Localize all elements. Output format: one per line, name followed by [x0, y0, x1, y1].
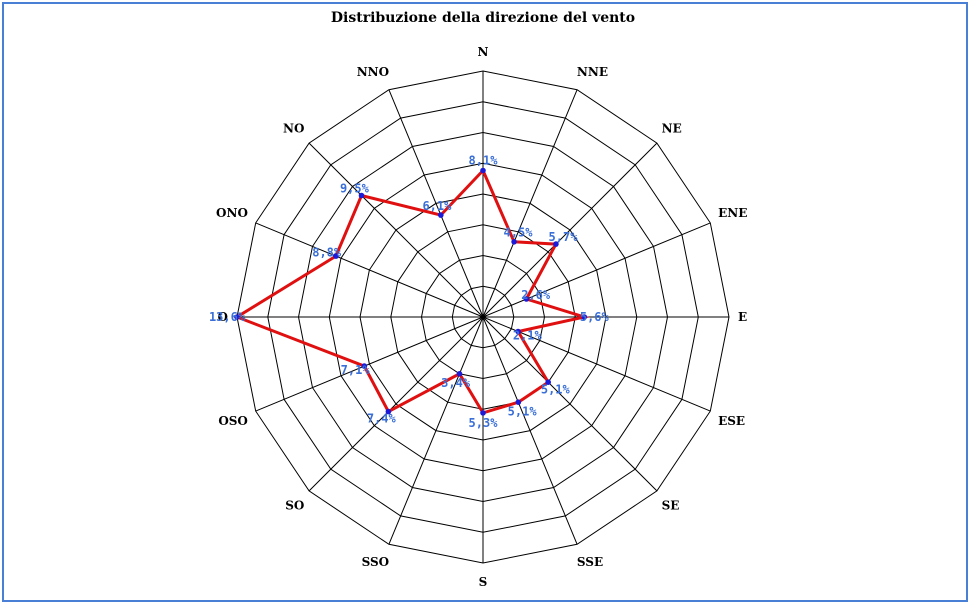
- data-label: 8,1%: [469, 154, 499, 168]
- data-label: 7,1%: [341, 363, 371, 377]
- data-point: [333, 253, 339, 259]
- data-label: 7,4%: [367, 412, 397, 426]
- grid-spoke: [482, 316, 711, 412]
- data-point: [358, 192, 365, 199]
- data-point: [515, 399, 522, 406]
- direction-label: SO: [285, 499, 304, 513]
- grid-spoke: [388, 316, 484, 545]
- direction-label: ONO: [216, 206, 248, 220]
- direction-label: ENE: [718, 206, 747, 220]
- grid-spoke: [482, 316, 578, 545]
- grid-spoke: [308, 142, 484, 318]
- direction-label: SE: [662, 499, 680, 513]
- data-point: [515, 328, 521, 335]
- grid-spoke: [482, 316, 658, 492]
- data-point: [361, 363, 368, 369]
- direction-label: OSO: [218, 414, 248, 428]
- direction-label: NO: [283, 121, 304, 135]
- direction-label: E: [738, 310, 747, 324]
- grid-spoke: [388, 89, 484, 318]
- data-label: 13,6%: [209, 310, 246, 324]
- data-point: [545, 379, 551, 386]
- data-label: 5,1%: [541, 382, 571, 396]
- data-point: [480, 410, 486, 416]
- grid-spoke: [482, 222, 711, 318]
- data-point: [511, 239, 517, 245]
- data-label: 2,1%: [513, 328, 543, 342]
- data-point: [480, 167, 486, 174]
- data-label: 2,6%: [521, 288, 551, 302]
- data-label: 5,1%: [508, 405, 538, 419]
- grid-spoke: [255, 222, 484, 318]
- direction-label: N: [478, 45, 489, 59]
- data-point: [234, 314, 240, 320]
- data-point: [523, 296, 530, 302]
- direction-label: O: [218, 310, 228, 324]
- data-point: [385, 408, 392, 415]
- grid: [236, 70, 730, 564]
- data-point: [438, 212, 444, 218]
- data-label: 9,5%: [340, 181, 370, 195]
- labels: N NNE NE ENE E ESE SE SSE S SSO SO OSO O ONO NO NNO 8,1%…: [209, 45, 747, 589]
- grid-spoke: [482, 142, 658, 318]
- data-label: 6,1%: [422, 199, 452, 213]
- series: [233, 167, 591, 416]
- direction-label: ESE: [718, 414, 745, 428]
- grid-spoke: [308, 316, 484, 492]
- chart-title: Distribuzione della direzione del vento: [330, 10, 636, 26]
- data-label: 5,7%: [549, 230, 579, 244]
- data-label: 4,5%: [504, 226, 534, 240]
- data-label: 3,4%: [441, 376, 471, 390]
- direction-label: NNO: [357, 65, 389, 79]
- data-label: 5,3%: [469, 416, 499, 430]
- direction-label: NNE: [577, 65, 608, 79]
- data-point: [553, 241, 559, 247]
- grid-spoke: [482, 89, 578, 318]
- direction-label: S: [479, 575, 488, 589]
- direction-label: SSE: [577, 555, 603, 569]
- direction-label: NE: [662, 121, 682, 135]
- data-label: 8,8%: [312, 245, 342, 259]
- direction-label: SSO: [362, 555, 390, 569]
- data-point: [456, 371, 463, 377]
- data-point: [581, 314, 588, 320]
- data-label: 5,6%: [580, 310, 610, 324]
- grid-spoke: [255, 316, 484, 412]
